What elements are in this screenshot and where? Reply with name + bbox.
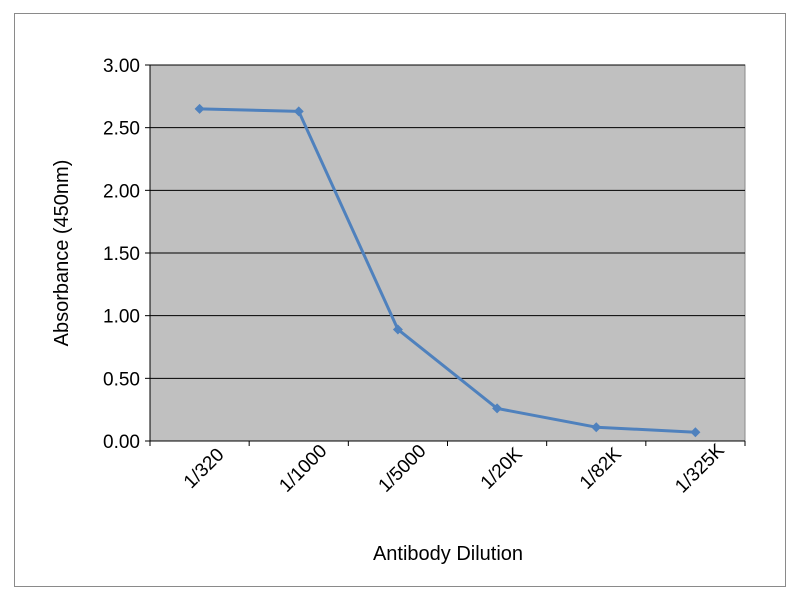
x-tick-label: 1/5000 bbox=[375, 441, 431, 497]
y-axis-title: Absorbance (450nm) bbox=[51, 160, 73, 347]
x-axis: 1/320 1/1000 1/5000 1/20K 1/82K 1/325K bbox=[149, 440, 746, 498]
data-point-marker bbox=[392, 324, 403, 335]
y-tick-label: 3.00 bbox=[103, 56, 140, 77]
data-point-marker bbox=[194, 103, 205, 114]
series-group bbox=[194, 103, 701, 438]
data-point-marker bbox=[591, 422, 602, 433]
x-axis-title: Antibody Dilution bbox=[373, 543, 523, 565]
y-tick-label: 2.50 bbox=[103, 119, 140, 140]
data-point-marker bbox=[690, 427, 701, 438]
x-tick-label: 1/325K bbox=[671, 440, 729, 498]
y-tick-label: 0.50 bbox=[103, 369, 140, 390]
x-tick-label: 1/320 bbox=[180, 444, 228, 492]
y-tick-label: 1.50 bbox=[103, 244, 140, 265]
y-tick-label: 2.00 bbox=[103, 181, 140, 202]
y-tick-label: 1.00 bbox=[103, 307, 140, 328]
x-tick-label: 1/82K bbox=[576, 443, 626, 493]
y-axis: 0.00 0.50 1.00 1.50 2.00 2.50 3.00 bbox=[103, 56, 151, 453]
data-point-marker bbox=[492, 403, 503, 414]
x-tick-label: 1/1000 bbox=[275, 441, 331, 497]
gridlines bbox=[150, 64, 745, 442]
data-point-marker bbox=[293, 106, 304, 117]
series-line bbox=[199, 107, 696, 434]
x-tick-label: 1/20K bbox=[477, 443, 527, 493]
y-tick-label: 0.00 bbox=[103, 432, 140, 453]
